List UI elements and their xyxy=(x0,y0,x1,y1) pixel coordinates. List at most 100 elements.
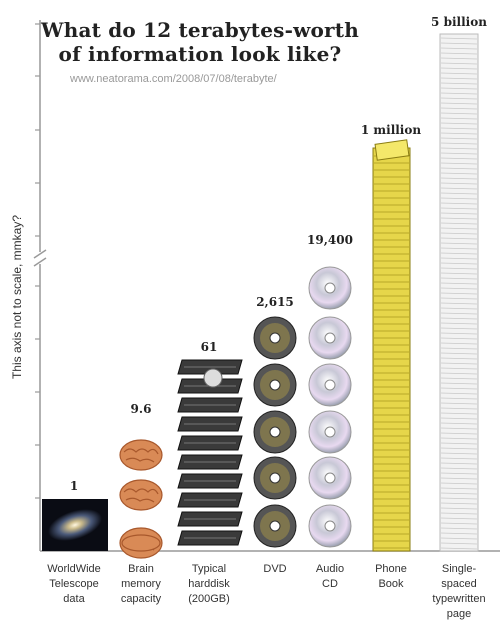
value-label: 9.6 xyxy=(131,402,152,416)
paper-stack-icon xyxy=(440,37,478,40)
paper-stack-icon xyxy=(440,147,478,150)
paper-stack-icon xyxy=(440,232,478,235)
paper-stack-icon xyxy=(440,122,478,125)
brain-icon xyxy=(119,439,163,471)
cd-icon xyxy=(308,363,352,407)
brain-icon xyxy=(119,479,163,511)
paper-stack-icon xyxy=(440,382,478,385)
paper-stack-icon xyxy=(440,252,478,255)
axis-break-mark xyxy=(33,257,47,267)
paper-stack-icon xyxy=(440,442,478,445)
dvd-icon xyxy=(253,456,297,500)
paper-stack-icon xyxy=(440,307,478,310)
paper-stack-icon xyxy=(440,227,478,230)
x-tick-label: Single-spaced typewritten page xyxy=(432,563,486,620)
harddisk-icon xyxy=(177,416,243,432)
x-tick-label: Audio CD xyxy=(315,563,345,590)
paper-stack-icon xyxy=(440,347,478,350)
paper-stack-icon xyxy=(440,492,478,495)
paper-stack-icon xyxy=(440,87,478,90)
axis-break-mark xyxy=(33,249,47,259)
dvd-icon xyxy=(253,363,297,407)
value-label: 19,400 xyxy=(307,233,353,247)
paper-stack-icon xyxy=(440,302,478,305)
paper-stack-icon xyxy=(440,257,478,260)
value-label: 61 xyxy=(201,340,218,354)
paper-stack-icon xyxy=(440,112,478,115)
paper-stack-icon xyxy=(440,402,478,405)
cd-icon xyxy=(308,456,352,500)
paper-stack-icon xyxy=(440,337,478,340)
paper-stack-icon xyxy=(440,242,478,245)
paper-stack-icon xyxy=(440,547,478,550)
dvd-icon xyxy=(253,410,297,454)
paper-stack-icon xyxy=(440,297,478,300)
paper-stack-icon xyxy=(440,262,478,265)
paper-stack-icon xyxy=(440,392,478,395)
paper-stack-icon xyxy=(440,407,478,410)
paper-stack xyxy=(439,33,479,552)
harddisk-icon xyxy=(177,454,243,470)
paper-stack-icon xyxy=(440,47,478,50)
paper-stack-icon xyxy=(440,482,478,485)
paper-stack-icon xyxy=(440,77,478,80)
x-tick-label: DVD xyxy=(263,563,287,575)
paper-stack-icon xyxy=(440,177,478,180)
paper-stack-icon xyxy=(440,397,478,400)
dvd-icon xyxy=(253,316,297,360)
x-tick-label: WorldWide Telescope data xyxy=(47,563,101,605)
paper-stack-icon xyxy=(440,462,478,465)
harddisk-icon xyxy=(177,397,243,413)
paper-stack-icon xyxy=(440,277,478,280)
paper-stack-icon xyxy=(440,312,478,315)
paper-stack-icon xyxy=(440,447,478,450)
paper-stack-icon xyxy=(440,512,478,515)
paper-stack-icon xyxy=(440,212,478,215)
paper-stack-icon xyxy=(440,322,478,325)
paper-stack-icon xyxy=(440,342,478,345)
paper-stack-icon xyxy=(440,372,478,375)
harddisk-icon xyxy=(177,492,243,508)
y-axis-label: This axis not to scale, mmkay? xyxy=(10,215,24,379)
paper-stack-icon xyxy=(440,52,478,55)
paper-stack-icon xyxy=(440,427,478,430)
paper-stack-icon xyxy=(440,237,478,240)
value-label: 5 billion xyxy=(431,15,487,29)
paper-stack-icon xyxy=(440,72,478,75)
paper-stack-icon xyxy=(440,287,478,290)
paper-stack-icon xyxy=(440,42,478,45)
paper-stack-icon xyxy=(440,452,478,455)
paper-stack-icon xyxy=(440,67,478,70)
paper-stack-icon xyxy=(440,412,478,415)
paper-stack-icon xyxy=(440,107,478,110)
paper-stack-icon xyxy=(440,187,478,190)
cd-icon xyxy=(308,316,352,360)
chart-subtitle: www.neatorama.com/2008/07/08/terabyte/ xyxy=(70,73,277,85)
paper-stack-icon xyxy=(440,357,478,360)
paper-stack-icon xyxy=(440,222,478,225)
paper-stack-icon xyxy=(440,92,478,95)
cd-icon xyxy=(308,504,352,548)
paper-stack-icon xyxy=(440,352,478,355)
paper-stack-icon xyxy=(440,327,478,330)
paper-stack-icon xyxy=(440,137,478,140)
paper-stack-icon xyxy=(440,282,478,285)
paper-stack-icon xyxy=(440,527,478,530)
paper-stack-icon xyxy=(440,517,478,520)
dvd-icon xyxy=(253,504,297,548)
paper-stack-icon xyxy=(440,142,478,145)
paper-stack-icon xyxy=(440,537,478,540)
x-tick-label: Phone Book xyxy=(375,563,407,590)
paper-stack-icon xyxy=(440,127,478,130)
paper-stack-icon xyxy=(440,162,478,165)
paper-stack-icon xyxy=(440,417,478,420)
paper-stack-icon xyxy=(440,367,478,370)
phonebook-stack xyxy=(372,147,411,552)
paper-stack-icon xyxy=(440,292,478,295)
paper-stack-icon xyxy=(440,192,478,195)
paper-stack-icon xyxy=(440,437,478,440)
paper-stack-icon xyxy=(440,272,478,275)
paper-stack-icon xyxy=(440,102,478,105)
cd-icon xyxy=(308,410,352,454)
